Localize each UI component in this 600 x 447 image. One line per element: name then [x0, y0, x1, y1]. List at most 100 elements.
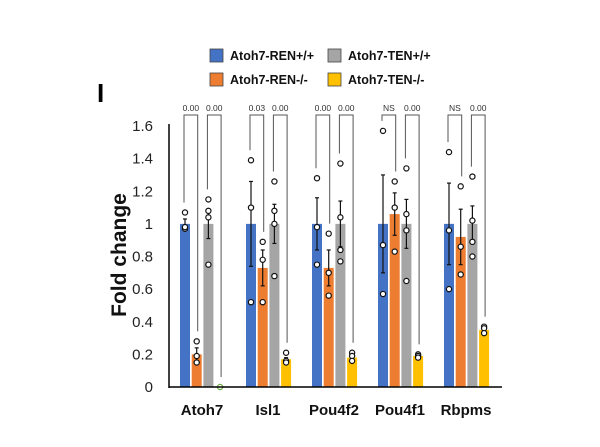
- bar-rbpms-0: [444, 223, 454, 387]
- bar-pou4f2-0: [312, 223, 322, 387]
- bar-rbpms-1: [455, 236, 466, 387]
- p-value-ten: 0.00: [470, 103, 487, 113]
- bar-rbpms-3: [479, 329, 490, 387]
- data-point: [403, 277, 410, 285]
- bracket-ren: [315, 114, 331, 224]
- y-tick-label: 0.4: [132, 314, 153, 331]
- bracket-ten: [206, 114, 222, 377]
- data-point: [282, 349, 290, 356]
- bar-pou4f1-2: [401, 223, 412, 387]
- data-point: [313, 174, 321, 182]
- data-point: [414, 354, 422, 361]
- data-point: [271, 220, 278, 228]
- bracket-ren: [183, 114, 199, 332]
- legend-label: Atoh7-TEN+/+: [348, 49, 431, 63]
- x-category-label: Atoh7: [181, 402, 224, 419]
- p-value-ren: NS: [383, 103, 395, 113]
- p-value-ren: 0.00: [183, 103, 200, 113]
- p-value-ten: 0.00: [338, 103, 355, 113]
- data-point: [271, 272, 278, 280]
- bar-pou4f1-3: [413, 356, 424, 387]
- data-point: [325, 292, 332, 299]
- data-point: [457, 243, 464, 250]
- data-point: [181, 209, 189, 216]
- data-point: [445, 285, 453, 293]
- data-point: [337, 258, 344, 265]
- data-point: [193, 359, 200, 366]
- y-tick-label: 0.8: [132, 249, 153, 266]
- y-axis: 0 0.2 0.4 0.6 0.8 1 1.2 1.4 1.6: [132, 118, 170, 396]
- legend-swatch: [209, 72, 224, 87]
- data-point: [391, 248, 398, 255]
- legend: Atoh7-REN+/+ Atoh7-REN-/- Atoh7-TEN+/+ Atoh…: [209, 48, 431, 87]
- data-point: [205, 207, 212, 215]
- p-value-ten: 0.00: [404, 103, 421, 113]
- legend-swatch: [327, 72, 342, 87]
- legend-swatch: [327, 48, 342, 63]
- bracket-ten: [272, 114, 288, 343]
- x-category-label: Pou4f1: [375, 402, 425, 419]
- data-point: [379, 127, 387, 135]
- y-tick-label: 0: [145, 379, 153, 396]
- data-point: [205, 214, 212, 221]
- bar-isl1-0: [246, 223, 256, 387]
- y-tick-label: 0.2: [132, 346, 153, 363]
- bars: [180, 127, 490, 391]
- bracket-ten: [338, 114, 354, 343]
- x-axis: Atoh7 Isl1 Pou4f2 Pou4f1 Rbpms: [169, 386, 502, 419]
- data-point: [379, 290, 387, 298]
- data-point: [259, 238, 266, 246]
- data-point: [337, 160, 344, 167]
- data-point: [391, 178, 398, 185]
- data-point: [469, 253, 476, 260]
- data-point: [337, 246, 344, 254]
- bar-atoh7-2: [203, 223, 214, 387]
- data-point: [282, 359, 290, 366]
- data-point: [193, 338, 200, 345]
- bracket-ren: [249, 114, 265, 232]
- legend-swatch: [209, 48, 224, 63]
- bar-isl1-1: [257, 267, 268, 387]
- data-point: [271, 207, 278, 215]
- bar-atoh7-0: [180, 223, 190, 387]
- data-point: [457, 271, 464, 278]
- data-point: [469, 173, 476, 180]
- significance-brackets: 0.00 0.00 0.03 0.00 0.00 0.00 NS 0.00 NS 0.00: [183, 103, 487, 377]
- bar-pou4f2-2: [335, 223, 346, 387]
- data-point: [403, 210, 410, 218]
- data-point: [205, 196, 212, 203]
- data-point: [247, 298, 255, 306]
- y-tick-label: 1.2: [132, 183, 153, 200]
- data-point: [181, 223, 189, 231]
- data-point: [193, 352, 200, 360]
- x-category-label: Rbpms: [441, 402, 492, 419]
- data-point: [445, 148, 453, 156]
- legend-label: Atoh7-REN-/-: [230, 73, 308, 87]
- p-value-ten: 0.00: [206, 103, 223, 113]
- data-point: [325, 230, 332, 237]
- data-point: [313, 261, 321, 268]
- bar-pou4f1-1: [389, 214, 400, 387]
- data-point: [379, 241, 387, 249]
- data-point: [348, 357, 356, 365]
- panel-label: I: [97, 78, 104, 108]
- data-point: [313, 223, 321, 231]
- data-point: [325, 269, 332, 277]
- y-tick-label: 1.6: [132, 118, 153, 135]
- data-point: [403, 227, 410, 234]
- y-tick-label: 1: [145, 216, 153, 233]
- bracket-ren: [381, 114, 397, 172]
- legend-label: Atoh7-TEN-/-: [348, 73, 424, 87]
- p-value-ten: 0.00: [272, 103, 289, 113]
- bracket-ten: [470, 114, 486, 317]
- y-tick-label: 1.4: [132, 151, 153, 168]
- y-axis-label: Fold change: [108, 193, 131, 317]
- x-category-label: Isl1: [255, 402, 280, 419]
- p-value-ren: NS: [449, 103, 461, 113]
- bar-pou4f1-0: [378, 223, 388, 387]
- bracket-ren: [447, 114, 463, 177]
- legend-label: Atoh7-REN+/+: [230, 49, 314, 63]
- data-point: [469, 217, 476, 224]
- data-point: [445, 227, 453, 234]
